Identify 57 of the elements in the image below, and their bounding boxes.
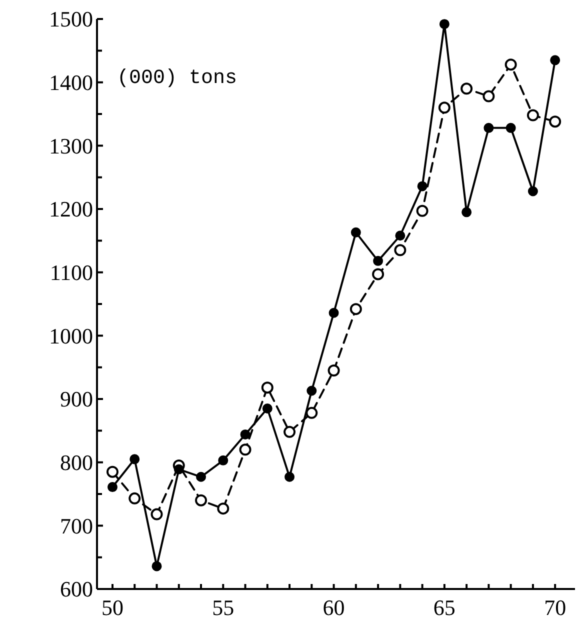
point — [218, 455, 228, 466]
point — [373, 256, 384, 266]
point — [107, 482, 118, 492]
x-tick-label: 50 — [101, 595, 124, 620]
point — [130, 454, 140, 464]
x-tick-label: 55 — [212, 595, 234, 620]
point — [217, 502, 230, 515]
x-tick-label: 70 — [544, 595, 566, 620]
y-tick-label: 1500 — [49, 6, 93, 32]
point — [152, 561, 162, 572]
point — [328, 308, 339, 318]
point — [439, 19, 450, 30]
point — [394, 244, 406, 256]
y-tick-label: 1000 — [49, 323, 93, 348]
point — [261, 382, 274, 394]
point — [460, 82, 473, 95]
point — [350, 227, 361, 238]
point — [284, 472, 295, 482]
x-tick-label: 65 — [433, 595, 456, 620]
point — [504, 58, 517, 71]
point — [306, 406, 318, 419]
point — [482, 90, 495, 102]
point — [128, 492, 141, 504]
point — [328, 364, 340, 376]
point — [549, 116, 562, 128]
point — [150, 508, 163, 520]
y-tick-label: 1300 — [49, 133, 93, 158]
point — [262, 404, 272, 414]
x-tick-label: 60 — [322, 595, 345, 620]
point — [174, 464, 184, 474]
y-tick-label: 1100 — [50, 260, 93, 286]
y-tick-label: 600 — [60, 576, 93, 602]
point — [306, 386, 317, 396]
y-tick-label: 1400 — [49, 70, 93, 96]
point — [550, 55, 560, 66]
point — [506, 122, 516, 133]
point — [416, 204, 428, 217]
y-tick-label: 800 — [60, 450, 93, 476]
point — [284, 426, 296, 438]
point — [196, 472, 206, 482]
point — [528, 186, 538, 196]
point — [372, 268, 384, 280]
point — [438, 102, 450, 114]
point — [462, 207, 472, 218]
point — [350, 303, 362, 316]
y-tick-label: 900 — [60, 386, 93, 412]
point — [417, 181, 428, 192]
y-tick-label: 700 — [60, 513, 93, 538]
point — [484, 122, 494, 133]
point — [395, 230, 406, 241]
y-axis-title: (000) tons — [117, 67, 238, 90]
point — [526, 109, 539, 122]
point — [195, 494, 208, 506]
point — [239, 444, 252, 456]
y-tick-label: 1200 — [49, 196, 93, 222]
point — [240, 429, 250, 440]
point — [106, 466, 118, 478]
